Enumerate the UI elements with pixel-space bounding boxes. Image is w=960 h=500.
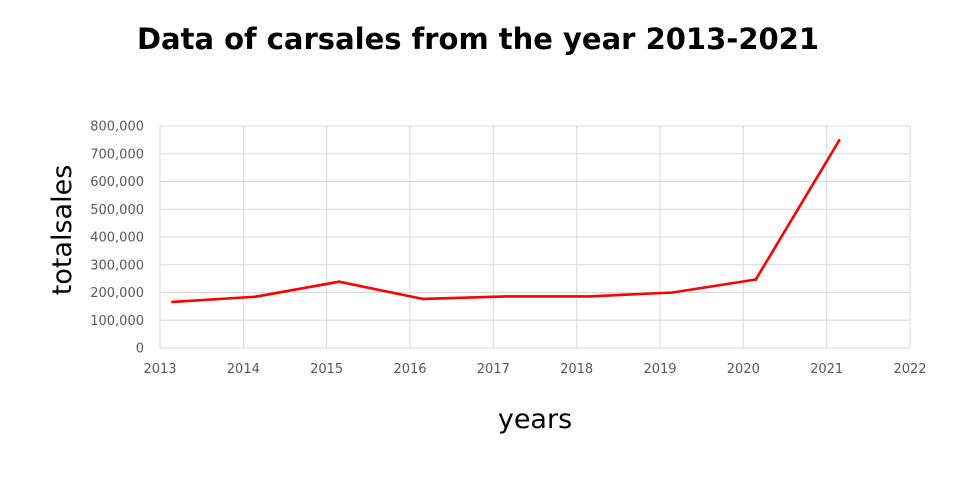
gridlines	[159, 125, 911, 349]
y-axis-label: totalsales	[47, 165, 78, 296]
x-tick-label: 2022	[893, 362, 926, 377]
data-point	[254, 295, 258, 298]
y-tick-label: 100,000	[90, 314, 144, 329]
y-tick-label: 200,000	[90, 286, 144, 301]
x-tick-label: 2015	[310, 362, 343, 377]
data-point	[671, 291, 674, 294]
y-tick-label: 700,000	[90, 147, 144, 162]
data-point	[587, 295, 591, 298]
x-axis-ticks: 2013 2014 2015 2016 2017 2018 2019 2020 2021 2022	[143, 362, 926, 377]
y-tick-label: 0	[136, 342, 144, 357]
data-point	[337, 280, 341, 283]
y-tick-label: 500,000	[90, 203, 144, 218]
x-axis-label: years	[498, 404, 572, 435]
x-tick-label: 2017	[477, 362, 510, 377]
chart-title: Data of carsales from the year 2013-2021	[136, 22, 820, 56]
data-point	[504, 295, 508, 298]
x-tick-label: 2019	[643, 362, 676, 377]
x-tick-label: 2014	[227, 362, 260, 377]
series-line	[171, 139, 841, 304]
x-tick-label: 2018	[560, 362, 593, 377]
series-layer	[171, 139, 841, 304]
x-tick-label: 2016	[393, 362, 426, 377]
y-tick-label: 800,000	[90, 120, 144, 135]
data-point	[837, 139, 841, 142]
data-point	[421, 297, 424, 301]
x-tick-label: 2013	[143, 362, 176, 377]
y-axis-ticks: 0 100,000 200,000 300,000 400,000 500,000 600,…	[90, 120, 144, 357]
y-tick-label: 400,000	[90, 231, 144, 246]
x-tick-label: 2021	[810, 362, 843, 377]
y-tick-label: 300,000	[90, 258, 144, 273]
data-point	[754, 278, 758, 281]
x-tick-label: 2020	[727, 362, 760, 377]
data-point	[171, 300, 174, 304]
y-tick-label: 600,000	[90, 175, 144, 190]
